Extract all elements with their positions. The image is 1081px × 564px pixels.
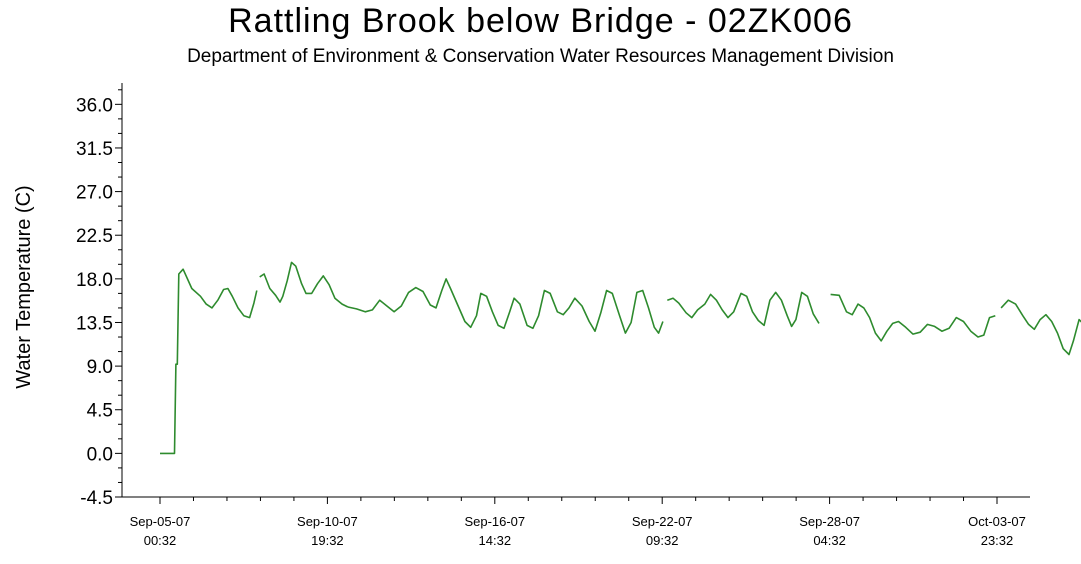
y-tick-label: 13.5 bbox=[76, 313, 113, 334]
x-tick-date: Sep-10-07 bbox=[297, 514, 358, 529]
x-tick-date: Sep-22-07 bbox=[632, 514, 693, 529]
y-axis-label: Water Temperature (C) bbox=[13, 185, 35, 388]
x-tick-time: 00:32 bbox=[144, 533, 177, 548]
chart-title: Rattling Brook below Bridge - 02ZK006 bbox=[228, 2, 853, 40]
y-tick-label: 22.5 bbox=[76, 226, 113, 247]
y-tick-label: 9.0 bbox=[87, 357, 113, 378]
y-tick-label: 27.0 bbox=[76, 183, 113, 204]
x-axis-ticks: Sep-05-07 00:32 Sep-10-07 19:32 Sep-16-07 14:… bbox=[130, 497, 1026, 548]
plot-area bbox=[160, 261, 1081, 455]
x-tick-time: 09:32 bbox=[646, 533, 679, 548]
x-tick-time: 19:32 bbox=[311, 533, 344, 548]
x-tick-time: 23:32 bbox=[981, 533, 1014, 548]
y-tick-label: 31.5 bbox=[76, 139, 113, 160]
x-tick-date: Sep-28-07 bbox=[799, 514, 860, 529]
x-tick-date: Sep-05-07 bbox=[130, 514, 191, 529]
x-tick-date: Oct-03-07 bbox=[968, 514, 1026, 529]
temperature-series-segment bbox=[830, 293, 996, 342]
y-axis-ticks: 36.0 31.5 27.0 22.5 18.0 13.5 9.0 4.5 0.0 -4.5 bbox=[76, 89, 122, 509]
x-tick-time: 04:32 bbox=[813, 533, 846, 548]
y-tick-label: -4.5 bbox=[80, 488, 113, 509]
x-tick-time: 14:32 bbox=[479, 533, 512, 548]
temperature-series-segment bbox=[259, 261, 349, 308]
temperature-series-segment bbox=[347, 278, 664, 334]
y-tick-label: 0.0 bbox=[87, 444, 113, 465]
axes bbox=[121, 83, 1030, 498]
temperature-series-segment bbox=[667, 291, 820, 328]
x-tick-date: Sep-16-07 bbox=[464, 514, 525, 529]
chart-subtitle: Department of Environment & Conservation… bbox=[187, 46, 894, 67]
y-tick-label: 18.0 bbox=[76, 270, 113, 291]
y-tick-label: 4.5 bbox=[87, 401, 113, 422]
temperature-series-segment bbox=[1000, 299, 1081, 356]
y-tick-label: 36.0 bbox=[76, 95, 113, 116]
temperature-series-segment bbox=[160, 268, 258, 455]
